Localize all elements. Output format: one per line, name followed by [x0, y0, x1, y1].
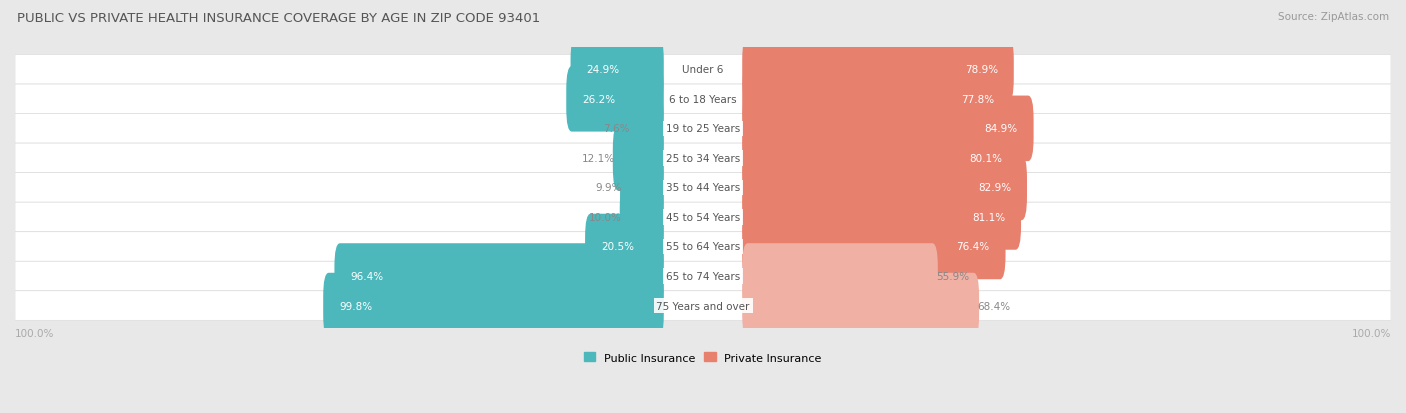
FancyBboxPatch shape — [620, 185, 664, 250]
Text: 78.9%: 78.9% — [965, 65, 998, 75]
Text: 7.6%: 7.6% — [603, 124, 630, 134]
Text: 100.0%: 100.0% — [15, 328, 55, 338]
Text: 19 to 25 Years: 19 to 25 Years — [666, 124, 740, 134]
FancyBboxPatch shape — [742, 155, 1026, 221]
FancyBboxPatch shape — [742, 96, 1033, 162]
Text: 9.9%: 9.9% — [596, 183, 621, 193]
FancyBboxPatch shape — [742, 38, 1014, 103]
Text: 100.0%: 100.0% — [1351, 328, 1391, 338]
FancyBboxPatch shape — [15, 291, 1391, 320]
FancyBboxPatch shape — [15, 85, 1391, 114]
FancyBboxPatch shape — [742, 244, 938, 309]
FancyBboxPatch shape — [15, 144, 1391, 173]
Text: 81.1%: 81.1% — [972, 212, 1005, 223]
Text: 35 to 44 Years: 35 to 44 Years — [666, 183, 740, 193]
Text: 6 to 18 Years: 6 to 18 Years — [669, 95, 737, 104]
FancyBboxPatch shape — [742, 214, 1005, 280]
FancyBboxPatch shape — [15, 261, 1391, 291]
Text: 75 Years and over: 75 Years and over — [657, 301, 749, 311]
FancyBboxPatch shape — [15, 232, 1391, 261]
FancyBboxPatch shape — [335, 244, 664, 309]
Text: 80.1%: 80.1% — [969, 154, 1002, 164]
Text: 20.5%: 20.5% — [600, 242, 634, 252]
FancyBboxPatch shape — [627, 96, 664, 162]
FancyBboxPatch shape — [742, 126, 1018, 191]
FancyBboxPatch shape — [15, 55, 1391, 85]
Text: 45 to 54 Years: 45 to 54 Years — [666, 212, 740, 223]
Text: 82.9%: 82.9% — [979, 183, 1011, 193]
FancyBboxPatch shape — [15, 173, 1391, 203]
Text: 10.0%: 10.0% — [589, 212, 621, 223]
FancyBboxPatch shape — [15, 114, 1391, 144]
FancyBboxPatch shape — [15, 203, 1391, 232]
Text: 68.4%: 68.4% — [977, 301, 1010, 311]
FancyBboxPatch shape — [571, 38, 664, 103]
Text: 84.9%: 84.9% — [984, 124, 1018, 134]
Text: 99.8%: 99.8% — [339, 301, 373, 311]
Text: 24.9%: 24.9% — [586, 65, 620, 75]
Text: 25 to 34 Years: 25 to 34 Years — [666, 154, 740, 164]
Text: 55 to 64 Years: 55 to 64 Years — [666, 242, 740, 252]
FancyBboxPatch shape — [742, 273, 979, 339]
Text: 77.8%: 77.8% — [962, 95, 994, 104]
Text: 76.4%: 76.4% — [956, 242, 990, 252]
Text: 65 to 74 Years: 65 to 74 Years — [666, 271, 740, 281]
Text: PUBLIC VS PRIVATE HEALTH INSURANCE COVERAGE BY AGE IN ZIP CODE 93401: PUBLIC VS PRIVATE HEALTH INSURANCE COVER… — [17, 12, 540, 25]
FancyBboxPatch shape — [585, 214, 664, 280]
Text: Under 6: Under 6 — [682, 65, 724, 75]
FancyBboxPatch shape — [323, 273, 664, 339]
Text: 26.2%: 26.2% — [582, 95, 616, 104]
FancyBboxPatch shape — [742, 67, 1010, 132]
FancyBboxPatch shape — [613, 126, 664, 191]
FancyBboxPatch shape — [567, 67, 664, 132]
FancyBboxPatch shape — [620, 155, 664, 221]
Legend: Public Insurance, Private Insurance: Public Insurance, Private Insurance — [579, 348, 827, 367]
FancyBboxPatch shape — [742, 185, 1021, 250]
Text: 96.4%: 96.4% — [350, 271, 384, 281]
Text: Source: ZipAtlas.com: Source: ZipAtlas.com — [1278, 12, 1389, 22]
Text: 55.9%: 55.9% — [936, 271, 969, 281]
Text: 12.1%: 12.1% — [582, 154, 614, 164]
